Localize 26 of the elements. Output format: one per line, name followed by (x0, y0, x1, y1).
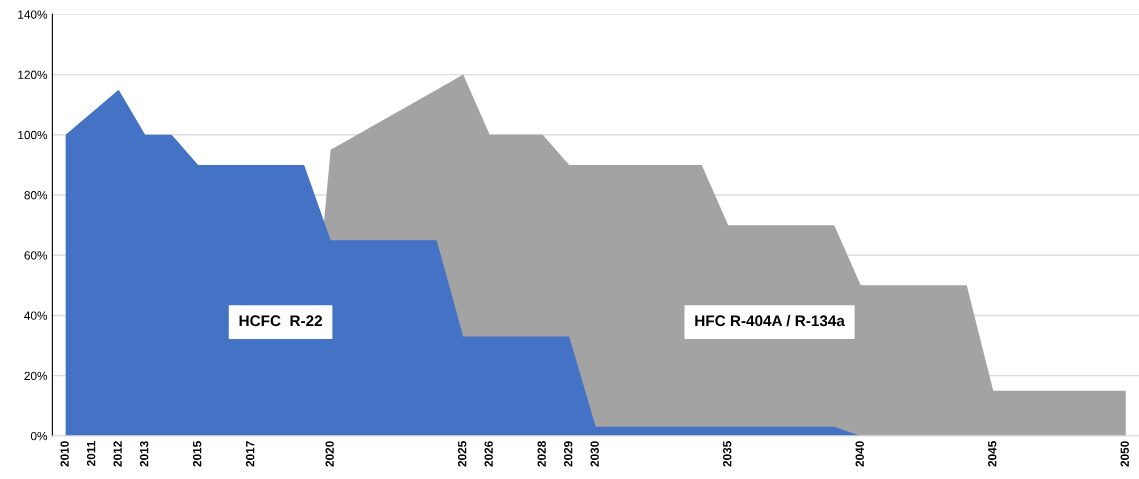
x-tick-label: 2015 (192, 441, 202, 467)
y-tick-label: 120% (18, 70, 48, 79)
x-tick-label: 2035 (723, 441, 732, 467)
x-tick-label: 2011 (86, 441, 96, 466)
x-tick-label: 2029 (564, 441, 573, 467)
x-tick-label: 2025 (457, 441, 467, 467)
y-tick-label: 80% (24, 191, 48, 200)
y-tick-label: 140% (18, 10, 48, 19)
series-label: HFC R-404A / R-134a (695, 314, 845, 327)
x-tick-label: 2028 (537, 441, 546, 467)
x-tick-label: 2020 (325, 441, 334, 467)
x-tick-label: 2013 (139, 441, 149, 467)
series-label: HCFC R-22 (239, 315, 322, 327)
x-tick-label: 2050 (1120, 441, 1129, 467)
y-tick-label: 0% (30, 431, 48, 441)
x-tick-label: 2045 (988, 441, 997, 467)
y-tick-label: 100% (18, 130, 48, 140)
x-tick-label: 2030 (590, 441, 599, 467)
y-tick-label: 60% (24, 251, 48, 260)
x-tick-label: 2017 (245, 441, 255, 467)
x-tick-label: 2012 (113, 441, 122, 467)
y-tick-label: 40% (24, 311, 48, 320)
y-tick-label: 20% (24, 371, 48, 381)
x-tick-label: 2040 (855, 441, 864, 467)
x-tick-label: 2026 (484, 441, 493, 467)
x-tick-label: 2010 (60, 441, 69, 467)
